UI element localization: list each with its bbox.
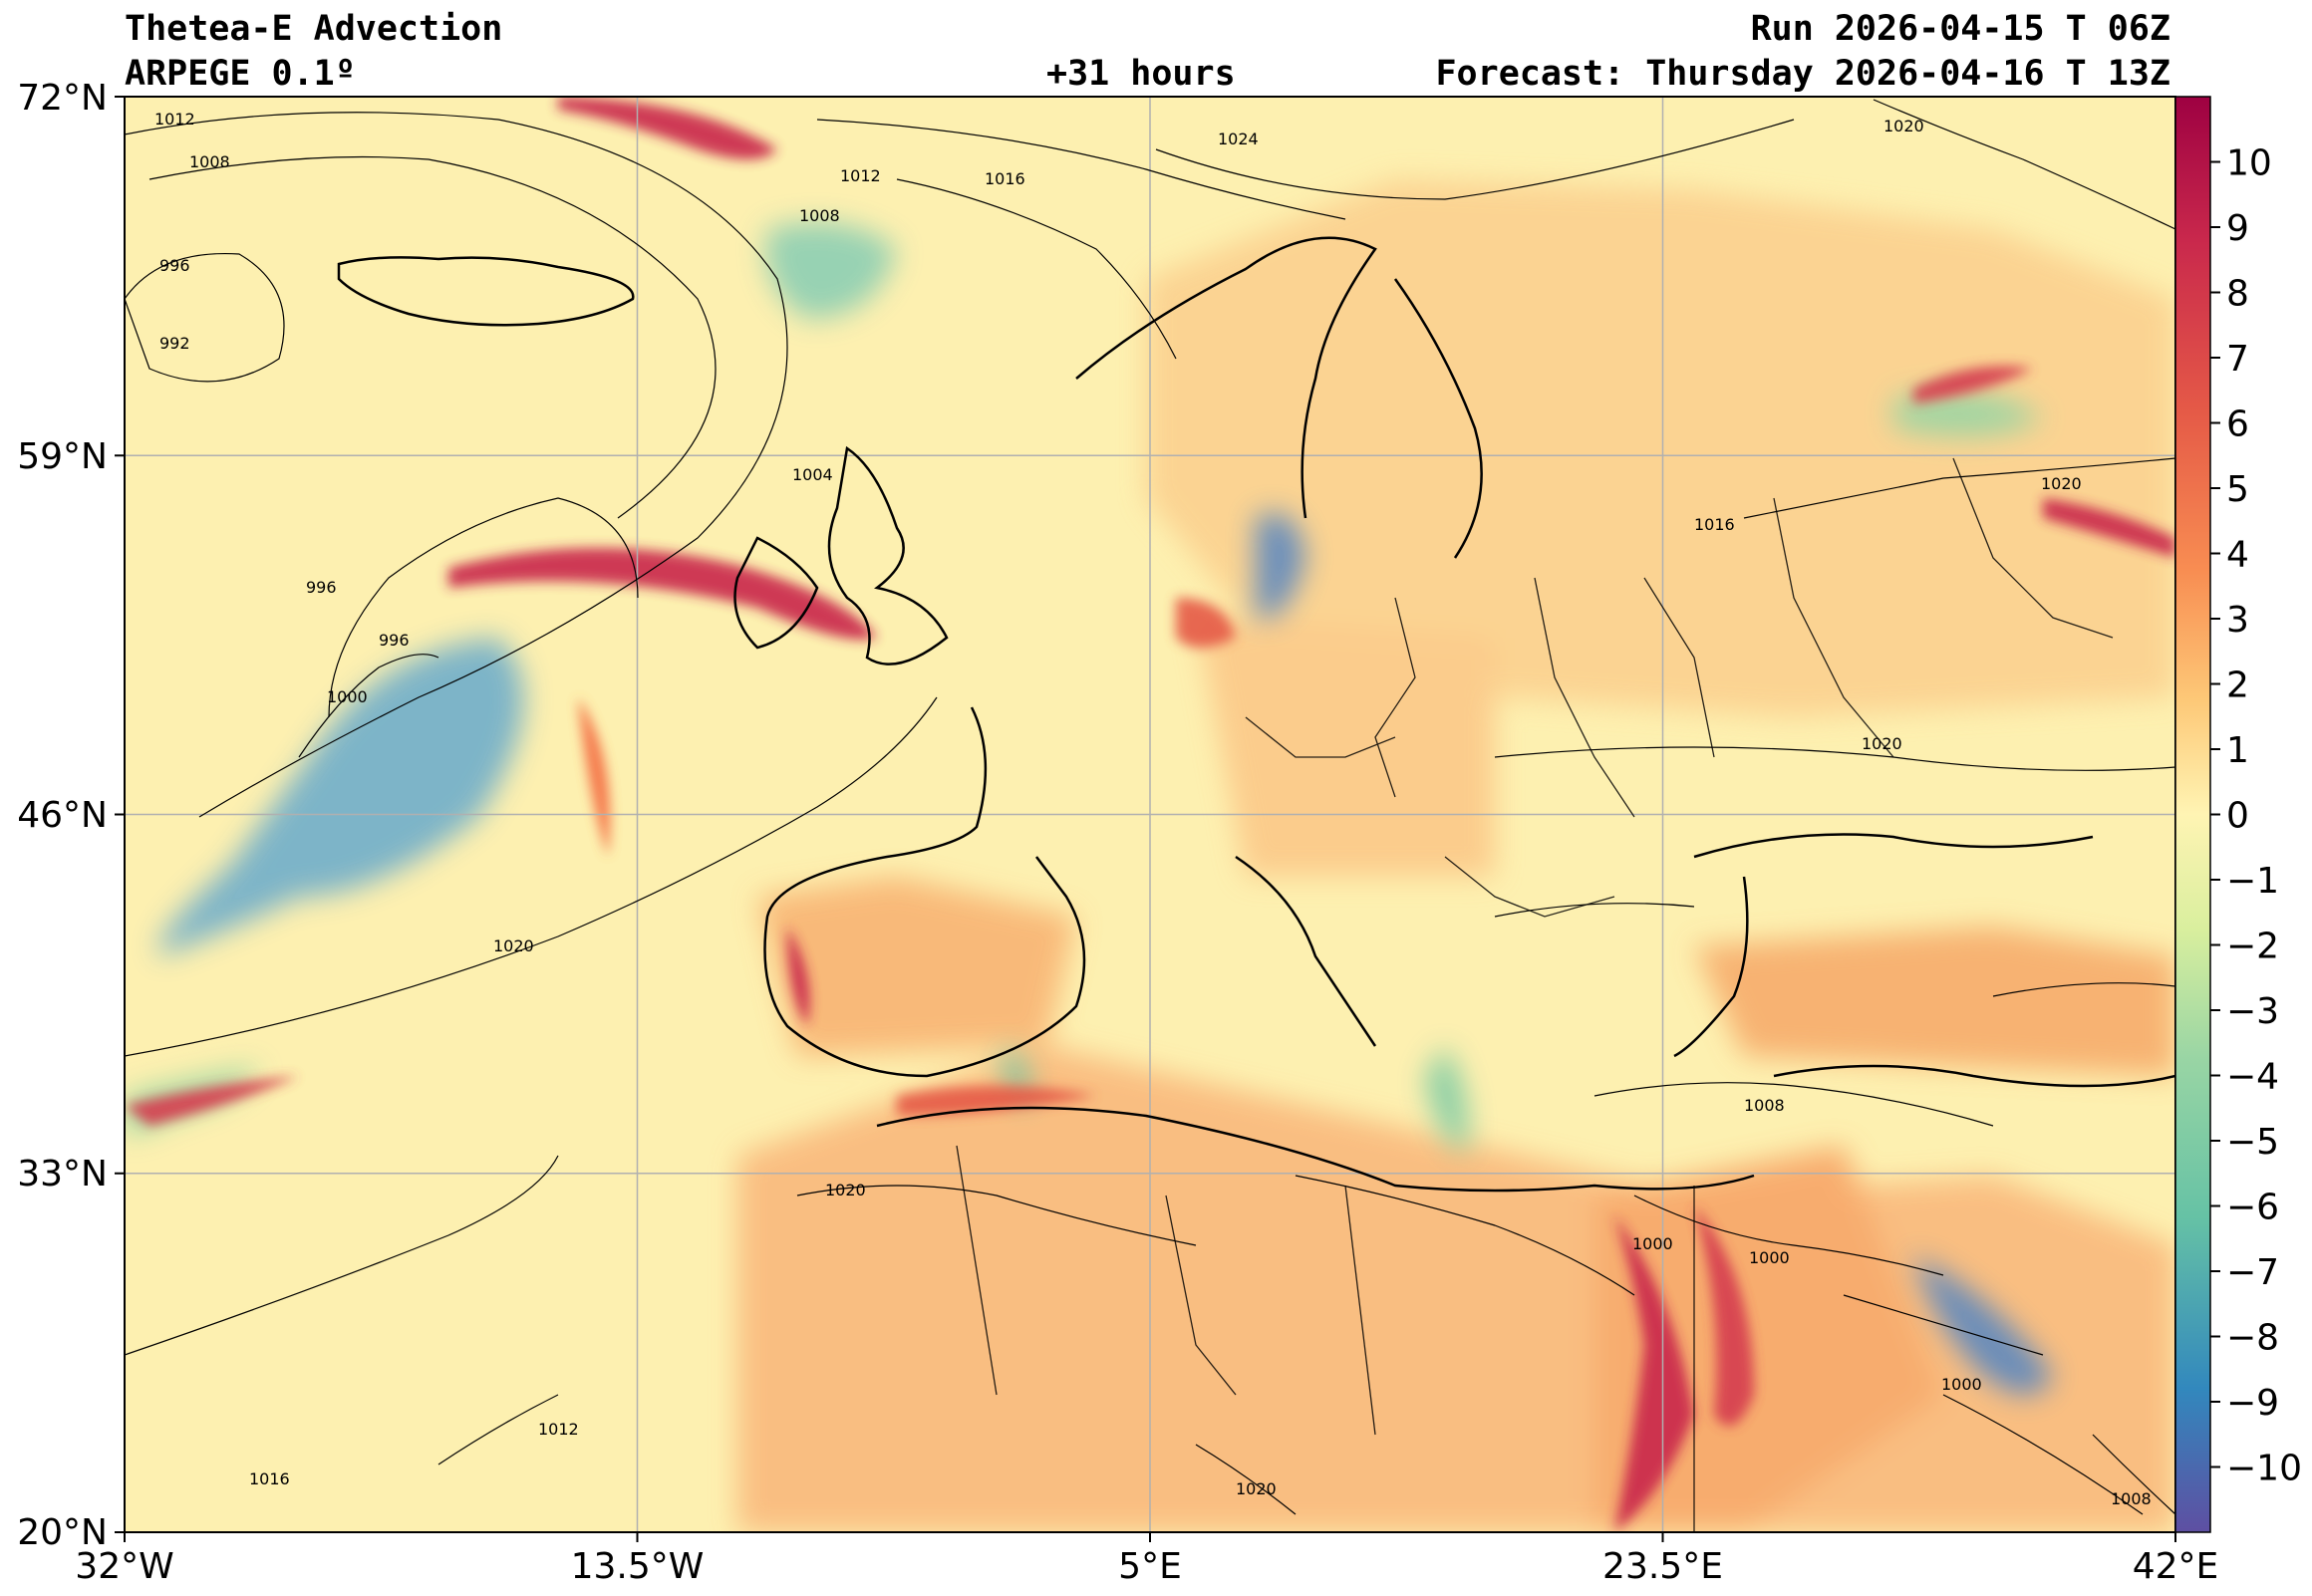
lon-label-32w: 32°W: [75, 1546, 173, 1587]
isobar-label: 1000: [1749, 1248, 1790, 1267]
isobar-label: 1012: [840, 166, 881, 185]
isobar-label: 1024: [1218, 130, 1259, 148]
isobar-label: 1020: [2041, 474, 2082, 493]
colorbar-tick-label: 1: [2226, 730, 2249, 771]
isobar-label: 1008: [799, 206, 840, 225]
isobar-label: 1000: [327, 687, 368, 706]
colorbar-tick-label: −10: [2226, 1449, 2302, 1489]
coastlines: [337, 236, 2175, 1193]
country-borders: [956, 457, 2114, 1532]
isobar-labels: 1012 1008 996 992 1012 1008 1016 1024 10…: [154, 110, 2152, 1508]
lat-label-33n: 33°N: [17, 1154, 108, 1195]
colorbar-gradient: [2174, 96, 2211, 1533]
colorbar-tick-label: 6: [2226, 404, 2249, 445]
colorbar-tick-label: −2: [2226, 927, 2279, 967]
map-title: Thetea-E Advection: [125, 9, 503, 49]
isobar-label: 1016: [1694, 515, 1735, 534]
axis-ticks: [115, 96, 2176, 1542]
isobar-label: 1004: [792, 465, 833, 484]
colorbar-tick-label: −4: [2226, 1057, 2279, 1098]
graticule: [125, 97, 2175, 1532]
lon-label-5e: 5°E: [1118, 1546, 1182, 1587]
lon-label-42e: 42°E: [2133, 1546, 2219, 1587]
isobar-label: 1008: [189, 152, 230, 171]
colorbar-tick-label: 5: [2226, 469, 2249, 510]
lat-label-46n: 46°N: [17, 795, 108, 836]
colorbar-tick-label: −8: [2226, 1318, 2279, 1359]
thetae-advection-field: 1012 1008 996 992 1012 1008 1016 1024 10…: [125, 97, 2175, 1532]
isobar-label: 1012: [154, 110, 195, 129]
lat-label-72n: 72°N: [17, 78, 108, 119]
lat-label-20n: 20°N: [17, 1512, 108, 1553]
colorbar-tick-label: 10: [2226, 143, 2272, 184]
model-label: ARPEGE 0.1º: [125, 54, 356, 94]
colorbar-tick-label: −3: [2226, 991, 2279, 1032]
isobar-label: 1008: [2111, 1489, 2152, 1508]
colorbar-tick-label: 4: [2226, 535, 2249, 576]
isobar-label: 1016: [249, 1469, 290, 1488]
isobar-label: 1020: [1883, 117, 1924, 135]
isobar-label: 1008: [1744, 1096, 1785, 1115]
colorbar-tick-label: 0: [2226, 796, 2249, 837]
colorbar-tick-label: −1: [2226, 861, 2279, 902]
colorbar-tick-label: 3: [2226, 600, 2249, 641]
colorbar-tick-label: 9: [2226, 208, 2249, 249]
isobar-label: 1020: [1236, 1479, 1277, 1498]
isobar-label: 1016: [985, 169, 1025, 188]
isobar-label: 1000: [1941, 1375, 1982, 1394]
colorbar-tick-label: −7: [2226, 1252, 2279, 1293]
isobar-label: 1020: [1862, 734, 1902, 753]
lon-label-13-5w: 13.5°W: [571, 1546, 705, 1587]
isobars: [125, 99, 2175, 1515]
run-label: Run 2026-04-15 T 06Z: [1750, 9, 2170, 49]
isobar-label: 996: [306, 578, 337, 597]
colorbar-tick-label: 8: [2226, 274, 2249, 315]
isobar-label: 996: [159, 256, 190, 275]
colorbar-tick-label: 7: [2226, 339, 2249, 380]
isobar-label: 1020: [825, 1181, 866, 1199]
lon-label-23-5e: 23.5°E: [1602, 1546, 1723, 1587]
lead-time-label: +31 hours: [1046, 54, 1236, 94]
colorbar-labels: 10 9 8 7 6 5 4 3 2 1 0 −1 −2 −3 −4 −5 −6…: [2226, 143, 2302, 1489]
isobar-label: 1012: [538, 1420, 579, 1439]
longitude-labels: 32°W 13.5°W 5°E 23.5°E 42°E: [75, 1546, 2218, 1587]
colorbar-tick-label: −6: [2226, 1188, 2279, 1228]
isobar-label: 996: [379, 631, 410, 650]
forecast-label: Forecast: Thursday 2026-04-16 T 13Z: [1435, 54, 2170, 94]
colorbar-ticks: [2210, 160, 2220, 1468]
isobar-label: 992: [159, 334, 190, 353]
isobar-label: 1000: [1632, 1234, 1673, 1253]
colorbar: 10 9 8 7 6 5 4 3 2 1 0 −1 −2 −3 −4 −5 −6…: [2174, 96, 2302, 1533]
colorbar-tick-label: −9: [2226, 1383, 2279, 1424]
colorbar-tick-label: 2: [2226, 665, 2249, 706]
lat-label-59n: 59°N: [17, 436, 108, 477]
colorbar-tick-label: −5: [2226, 1122, 2279, 1163]
latitude-labels: 72°N 59°N 46°N 33°N 20°N: [17, 78, 108, 1553]
isobar-label: 1020: [493, 936, 534, 955]
